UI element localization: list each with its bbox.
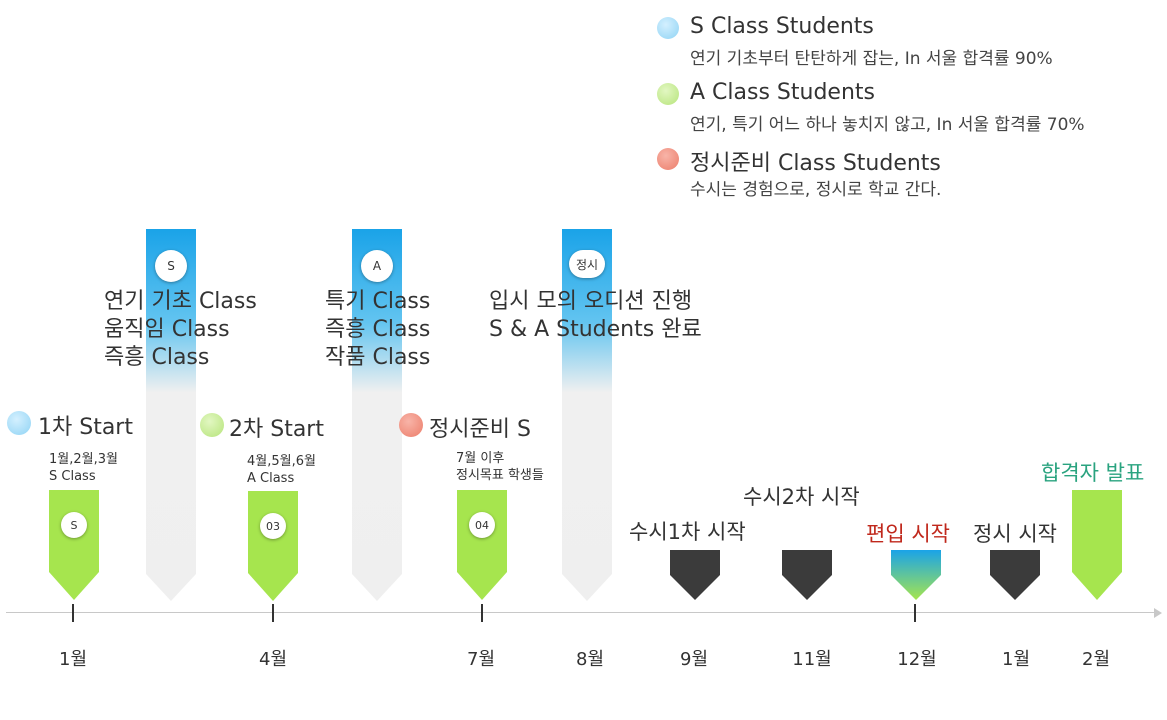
first-start-dot xyxy=(7,411,31,435)
jeongsi-column-line-1: 입시 모의 오디션 진행 xyxy=(489,289,693,314)
jeongsi-legend-desc: 수시는 경험으로, 정시로 학교 간다. xyxy=(690,180,942,200)
a-class-legend-desc: 연기, 특기 어느 하나 놓치지 않고, In 서울 합격률 70% xyxy=(690,115,1085,135)
month-label: 4월 xyxy=(258,649,288,670)
second-start-marker xyxy=(248,491,298,601)
tick-jul xyxy=(481,604,483,622)
s-column-badge: S xyxy=(155,250,187,282)
s-class-legend-title: S Class Students xyxy=(690,14,874,39)
second-start-dot xyxy=(200,413,224,437)
jeongsi-start-event-label: 정시 시작 xyxy=(973,522,1057,546)
s-class-column xyxy=(146,229,196,601)
jeongsi-start-marker xyxy=(457,490,507,600)
results-label: 합격자 발표 xyxy=(1041,461,1145,485)
susi1-marker xyxy=(670,550,720,600)
second-start-months: 4월,5월,6월 xyxy=(247,454,316,469)
results-marker xyxy=(1072,490,1122,600)
transfer-marker xyxy=(891,550,941,600)
a-column-line-3: 작품 Class xyxy=(325,345,431,370)
tick-dec xyxy=(914,604,916,622)
first-start-label: 1차 Start xyxy=(38,415,133,440)
a-class-legend-dot xyxy=(657,83,679,105)
tick-jan xyxy=(72,604,74,622)
a-column-line-2: 즉흥 Class xyxy=(325,317,431,342)
s-class-legend-dot xyxy=(657,17,679,39)
tick-apr xyxy=(272,604,274,622)
second-start-badge: 03 xyxy=(260,513,286,539)
month-label: 12월 xyxy=(897,649,937,670)
month-label: 7월 xyxy=(466,649,496,670)
susi2-marker xyxy=(782,550,832,600)
month-label: 8월 xyxy=(575,649,605,670)
jeongsi-column-badge: 정시 xyxy=(569,250,605,278)
timeline-arrow-icon xyxy=(1154,608,1162,618)
jeongsi-start-class: 정시목표 학생들 xyxy=(456,468,544,483)
jeongsi-legend-title: 정시준비 Class Students xyxy=(690,151,941,176)
susi1-label: 수시1차 시작 xyxy=(629,520,746,544)
s-class-legend-desc: 연기 기초부터 탄탄하게 잡는, In 서울 합격률 90% xyxy=(690,49,1053,69)
jeongsi-start-event-marker xyxy=(990,550,1040,600)
s-column-line-1: 연기 기초 Class xyxy=(104,289,257,314)
month-label: 9월 xyxy=(679,649,709,670)
jeongsi-start-label: 정시준비 S xyxy=(429,417,531,442)
second-start-label: 2차 Start xyxy=(229,417,324,442)
month-label: 2월 xyxy=(1081,649,1111,670)
first-start-class: S Class xyxy=(49,469,96,484)
a-column-line-1: 특기 Class xyxy=(325,289,431,314)
a-class-legend-title: A Class Students xyxy=(690,80,875,105)
first-start-badge: S xyxy=(61,512,87,538)
s-column-line-3: 즉흥 Class xyxy=(104,345,210,370)
jeongsi-column-line-2: S & A Students 완료 xyxy=(489,317,702,342)
a-column-badge: A xyxy=(361,250,393,282)
susi2-label: 수시2차 시작 xyxy=(743,485,860,509)
jeongsi-start-badge: 04 xyxy=(469,512,495,538)
first-start-marker xyxy=(49,490,99,600)
jeongsi-column xyxy=(562,229,612,601)
jeongsi-legend-dot xyxy=(657,148,679,170)
first-start-months: 1월,2월,3월 xyxy=(49,452,118,467)
timeline-axis xyxy=(6,612,1156,613)
jeongsi-start-dot xyxy=(399,413,423,437)
a-class-column xyxy=(352,229,402,601)
jeongsi-start-months: 7월 이후 xyxy=(456,451,505,466)
month-label: 11월 xyxy=(792,649,832,670)
second-start-class: A Class xyxy=(247,471,295,486)
month-label: 1월 xyxy=(58,649,88,670)
transfer-label: 편입 시작 xyxy=(866,522,950,546)
s-column-line-2: 움직임 Class xyxy=(104,317,230,342)
month-label: 1월 xyxy=(1001,649,1031,670)
